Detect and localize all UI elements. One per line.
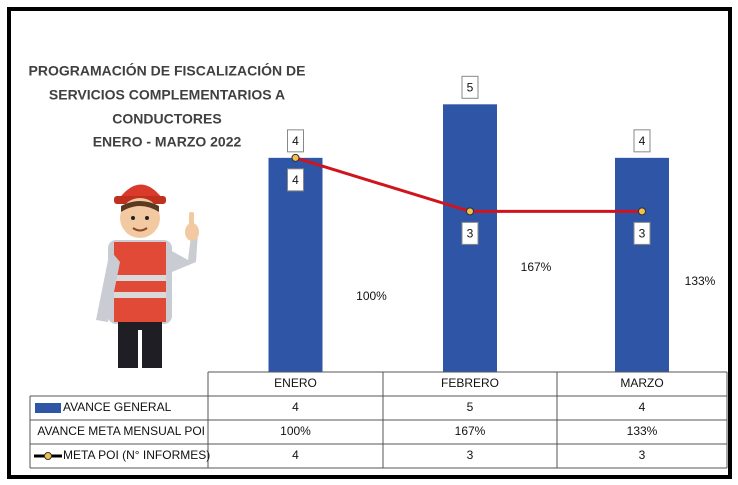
table-cell: 5 (467, 400, 474, 414)
page: PROGRAMACIÓN DE FISCALIZACIÓN DE SERVICI… (0, 0, 738, 485)
table-cell: 167% (455, 424, 486, 438)
line-marker (292, 154, 299, 161)
bar-value-label: 4 (639, 134, 646, 148)
bar (615, 158, 669, 372)
chart-title: PROGRAMACIÓN DE FISCALIZACIÓN DE (29, 62, 306, 79)
percent-label: 133% (685, 274, 716, 288)
chart: PROGRAMACIÓN DE FISCALIZACIÓN DE SERVICI… (0, 0, 738, 485)
legend-label: AVANCE GENERAL (63, 400, 172, 414)
table-cell: 4 (292, 400, 299, 414)
chart-title: ENERO - MARZO 2022 (93, 134, 242, 150)
line-value-label: 4 (292, 173, 299, 187)
legend-key (45, 453, 52, 460)
chart-title: CONDUCTORES (112, 111, 221, 127)
chart-title: SERVICIOS COMPLEMENTARIOS A (49, 87, 285, 103)
legend-label: META POI (N° INFORMES) (63, 448, 210, 462)
line-value-label: 3 (639, 227, 646, 241)
percent-label: 100% (356, 289, 387, 303)
table-cell: 3 (467, 448, 474, 462)
table-header: ENERO (274, 376, 317, 390)
table-cell: 100% (280, 424, 311, 438)
line-marker (467, 208, 474, 215)
table-cell: 4 (639, 400, 646, 414)
table-cell: 4 (292, 448, 299, 462)
table-cell: 3 (639, 448, 646, 462)
bar-value-label: 4 (292, 134, 299, 148)
line-value-label: 3 (467, 227, 474, 241)
line-marker (639, 208, 646, 215)
percent-label: 167% (521, 260, 552, 274)
bar-value-label: 5 (467, 80, 474, 94)
table-header: FEBRERO (441, 376, 499, 390)
legend-key (35, 403, 61, 413)
legend-label: AVANCE META MENSUAL POI (37, 424, 205, 438)
table-header: MARZO (620, 376, 663, 390)
table-cell: 133% (627, 424, 658, 438)
